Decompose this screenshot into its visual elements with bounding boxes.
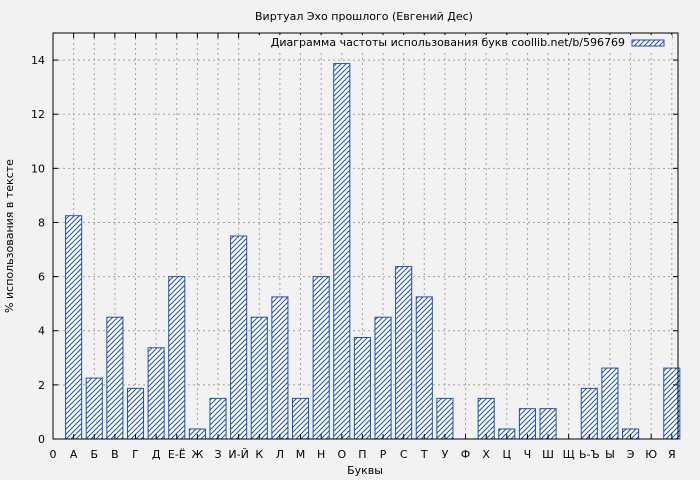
bar bbox=[333, 63, 351, 440]
x-tick-label: В bbox=[111, 448, 119, 461]
bar bbox=[312, 276, 330, 440]
legend-background bbox=[240, 35, 672, 51]
x-tick-label: Г bbox=[132, 448, 139, 461]
x-tick-label: Ж bbox=[191, 448, 203, 461]
x-ticks: 0 А Б В Г Д Е-Ё Ж З И-Й К Л М Н О П Р С Т У Ф Х Ц Ч Ш Щ Ь-Ъ Ы Э Ю Я bbox=[50, 33, 676, 461]
x-tick-label: С bbox=[400, 448, 408, 461]
x-tick-label: Ю bbox=[645, 448, 657, 461]
bar bbox=[374, 316, 392, 440]
x-tick-label: 0 bbox=[50, 448, 57, 461]
legend: Диаграмма частоты использования букв coo… bbox=[240, 35, 672, 51]
x-tick-label: Э bbox=[627, 448, 635, 461]
bar bbox=[395, 266, 413, 440]
bar bbox=[291, 397, 310, 440]
x-tick-label: О bbox=[337, 448, 346, 461]
x-tick-label: Т bbox=[420, 448, 428, 461]
bar bbox=[230, 235, 248, 440]
plot-frame bbox=[52, 32, 679, 440]
y-tick-label: 12 bbox=[31, 108, 45, 121]
legend-swatch bbox=[631, 39, 665, 47]
bar bbox=[126, 387, 145, 440]
x-tick-label: И-Й bbox=[228, 448, 248, 461]
x-tick-label: Б bbox=[90, 448, 98, 461]
y-tick-label: 14 bbox=[31, 54, 45, 67]
bar bbox=[436, 397, 454, 440]
y-tick-label: 10 bbox=[31, 162, 45, 175]
bar bbox=[106, 316, 124, 440]
y-tick-label: 6 bbox=[38, 271, 45, 284]
y-axis-label: % использования в тексте bbox=[3, 159, 16, 313]
bar bbox=[85, 377, 103, 440]
bar bbox=[168, 276, 186, 440]
x-tick-label: Р bbox=[380, 448, 387, 461]
x-tick-label: У bbox=[442, 448, 449, 461]
x-tick-label: К bbox=[255, 448, 263, 461]
grid-lines bbox=[53, 33, 678, 439]
x-tick-label: П bbox=[358, 448, 366, 461]
x-tick-label: Ч bbox=[524, 448, 532, 461]
x-tick-label: Н bbox=[317, 448, 325, 461]
x-tick-label: Ы bbox=[605, 448, 615, 461]
x-tick-label: Ь-Ъ bbox=[579, 448, 600, 461]
y-tick-label: 8 bbox=[38, 216, 45, 229]
bar bbox=[580, 387, 598, 440]
x-tick-label: Д bbox=[152, 448, 161, 461]
bar bbox=[415, 296, 433, 440]
x-tick-label: Х bbox=[482, 448, 490, 461]
chart-title: Виртуал Эхо прошлого (Евгений Дес) bbox=[255, 10, 473, 23]
x-tick-label: А bbox=[70, 448, 78, 461]
x-tick-label: Е-Ё bbox=[168, 448, 186, 461]
y-tick-label: 2 bbox=[38, 379, 45, 392]
x-tick-label: Л bbox=[276, 448, 284, 461]
x-tick-label: Ф bbox=[461, 448, 470, 461]
bar bbox=[250, 316, 268, 440]
x-tick-label: Ц bbox=[503, 448, 512, 461]
x-tick-label: Я bbox=[668, 448, 676, 461]
bars bbox=[65, 63, 681, 440]
x-tick-label: З bbox=[214, 448, 221, 461]
bar bbox=[65, 215, 83, 440]
y-tick-label: 0 bbox=[38, 433, 45, 446]
bar bbox=[271, 296, 289, 440]
bar bbox=[477, 397, 495, 440]
legend-label: Диаграмма частоты использования букв coo… bbox=[271, 36, 625, 49]
x-tick-label: М bbox=[296, 448, 306, 461]
x-axis-label: Буквы bbox=[347, 464, 383, 477]
bar bbox=[663, 367, 681, 440]
bar bbox=[353, 337, 371, 440]
bar bbox=[209, 397, 227, 440]
x-tick-label: Щ bbox=[563, 448, 575, 461]
y-tick-label: 4 bbox=[38, 325, 45, 338]
x-tick-label: Ш bbox=[542, 448, 554, 461]
bar bbox=[147, 347, 165, 440]
bar bbox=[601, 367, 619, 440]
